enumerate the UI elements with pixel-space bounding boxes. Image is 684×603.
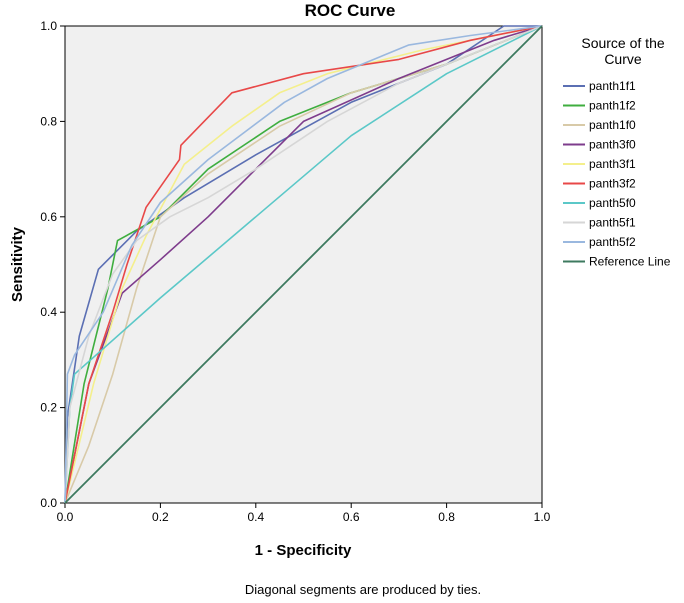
series-line-panth5f2 (64, 25, 543, 504)
series-layer (64, 25, 543, 504)
y-axis-label: Sensitivity (9, 226, 26, 302)
legend-label: panth1f2 (589, 99, 636, 113)
y-tick-label: 0.0 (40, 496, 57, 510)
x-axis-label: 1 - Specificity (255, 542, 352, 559)
footnote: Diagonal segments are produced by ties. (245, 582, 481, 597)
y-tick-label: 0.4 (40, 305, 57, 319)
x-tick-label: 0.8 (438, 510, 455, 524)
legend: panth1f1 panth1f2 panth1f0 panth3f0 panth3f1… (563, 79, 671, 269)
x-tick-label: 0.4 (247, 510, 264, 524)
series-line-panth3f2 (64, 25, 543, 504)
x-tick-label: 0.2 (152, 510, 169, 524)
legend-label: panth5f2 (589, 235, 636, 249)
y-tick-label: 1.0 (40, 19, 57, 33)
legend-label: panth3f2 (589, 177, 636, 191)
y-tick-label: 0.2 (40, 401, 57, 415)
series-line-panth3f1 (64, 25, 543, 504)
x-tick-label: 1.0 (534, 510, 551, 524)
series-line-panth5f1 (64, 25, 543, 504)
legend-title-line1: Source of the (581, 35, 664, 51)
legend-label: panth5f0 (589, 196, 636, 210)
x-tick-label: 0.0 (57, 510, 74, 524)
series-line-reference-line (64, 25, 543, 504)
legend-title-line2: Curve (604, 51, 642, 67)
legend-label: Reference Line (589, 255, 671, 269)
legend-label: panth3f0 (589, 138, 636, 152)
series-line-panth3f0 (64, 25, 543, 504)
legend-label: panth1f0 (589, 118, 636, 132)
legend-label: panth5f1 (589, 216, 636, 230)
y-tick-label: 0.6 (40, 210, 57, 224)
legend-label: panth3f1 (589, 157, 636, 171)
x-tick-label: 0.6 (343, 510, 360, 524)
legend-label: panth1f1 (589, 79, 636, 93)
y-tick-label: 0.8 (40, 114, 57, 128)
axis-ticks: 0.0 0.2 0.4 0.6 0.8 1.0 0.0 0.2 0.4 0.6 0.8 1.0 (40, 19, 550, 524)
chart-title: ROC Curve (305, 1, 396, 20)
